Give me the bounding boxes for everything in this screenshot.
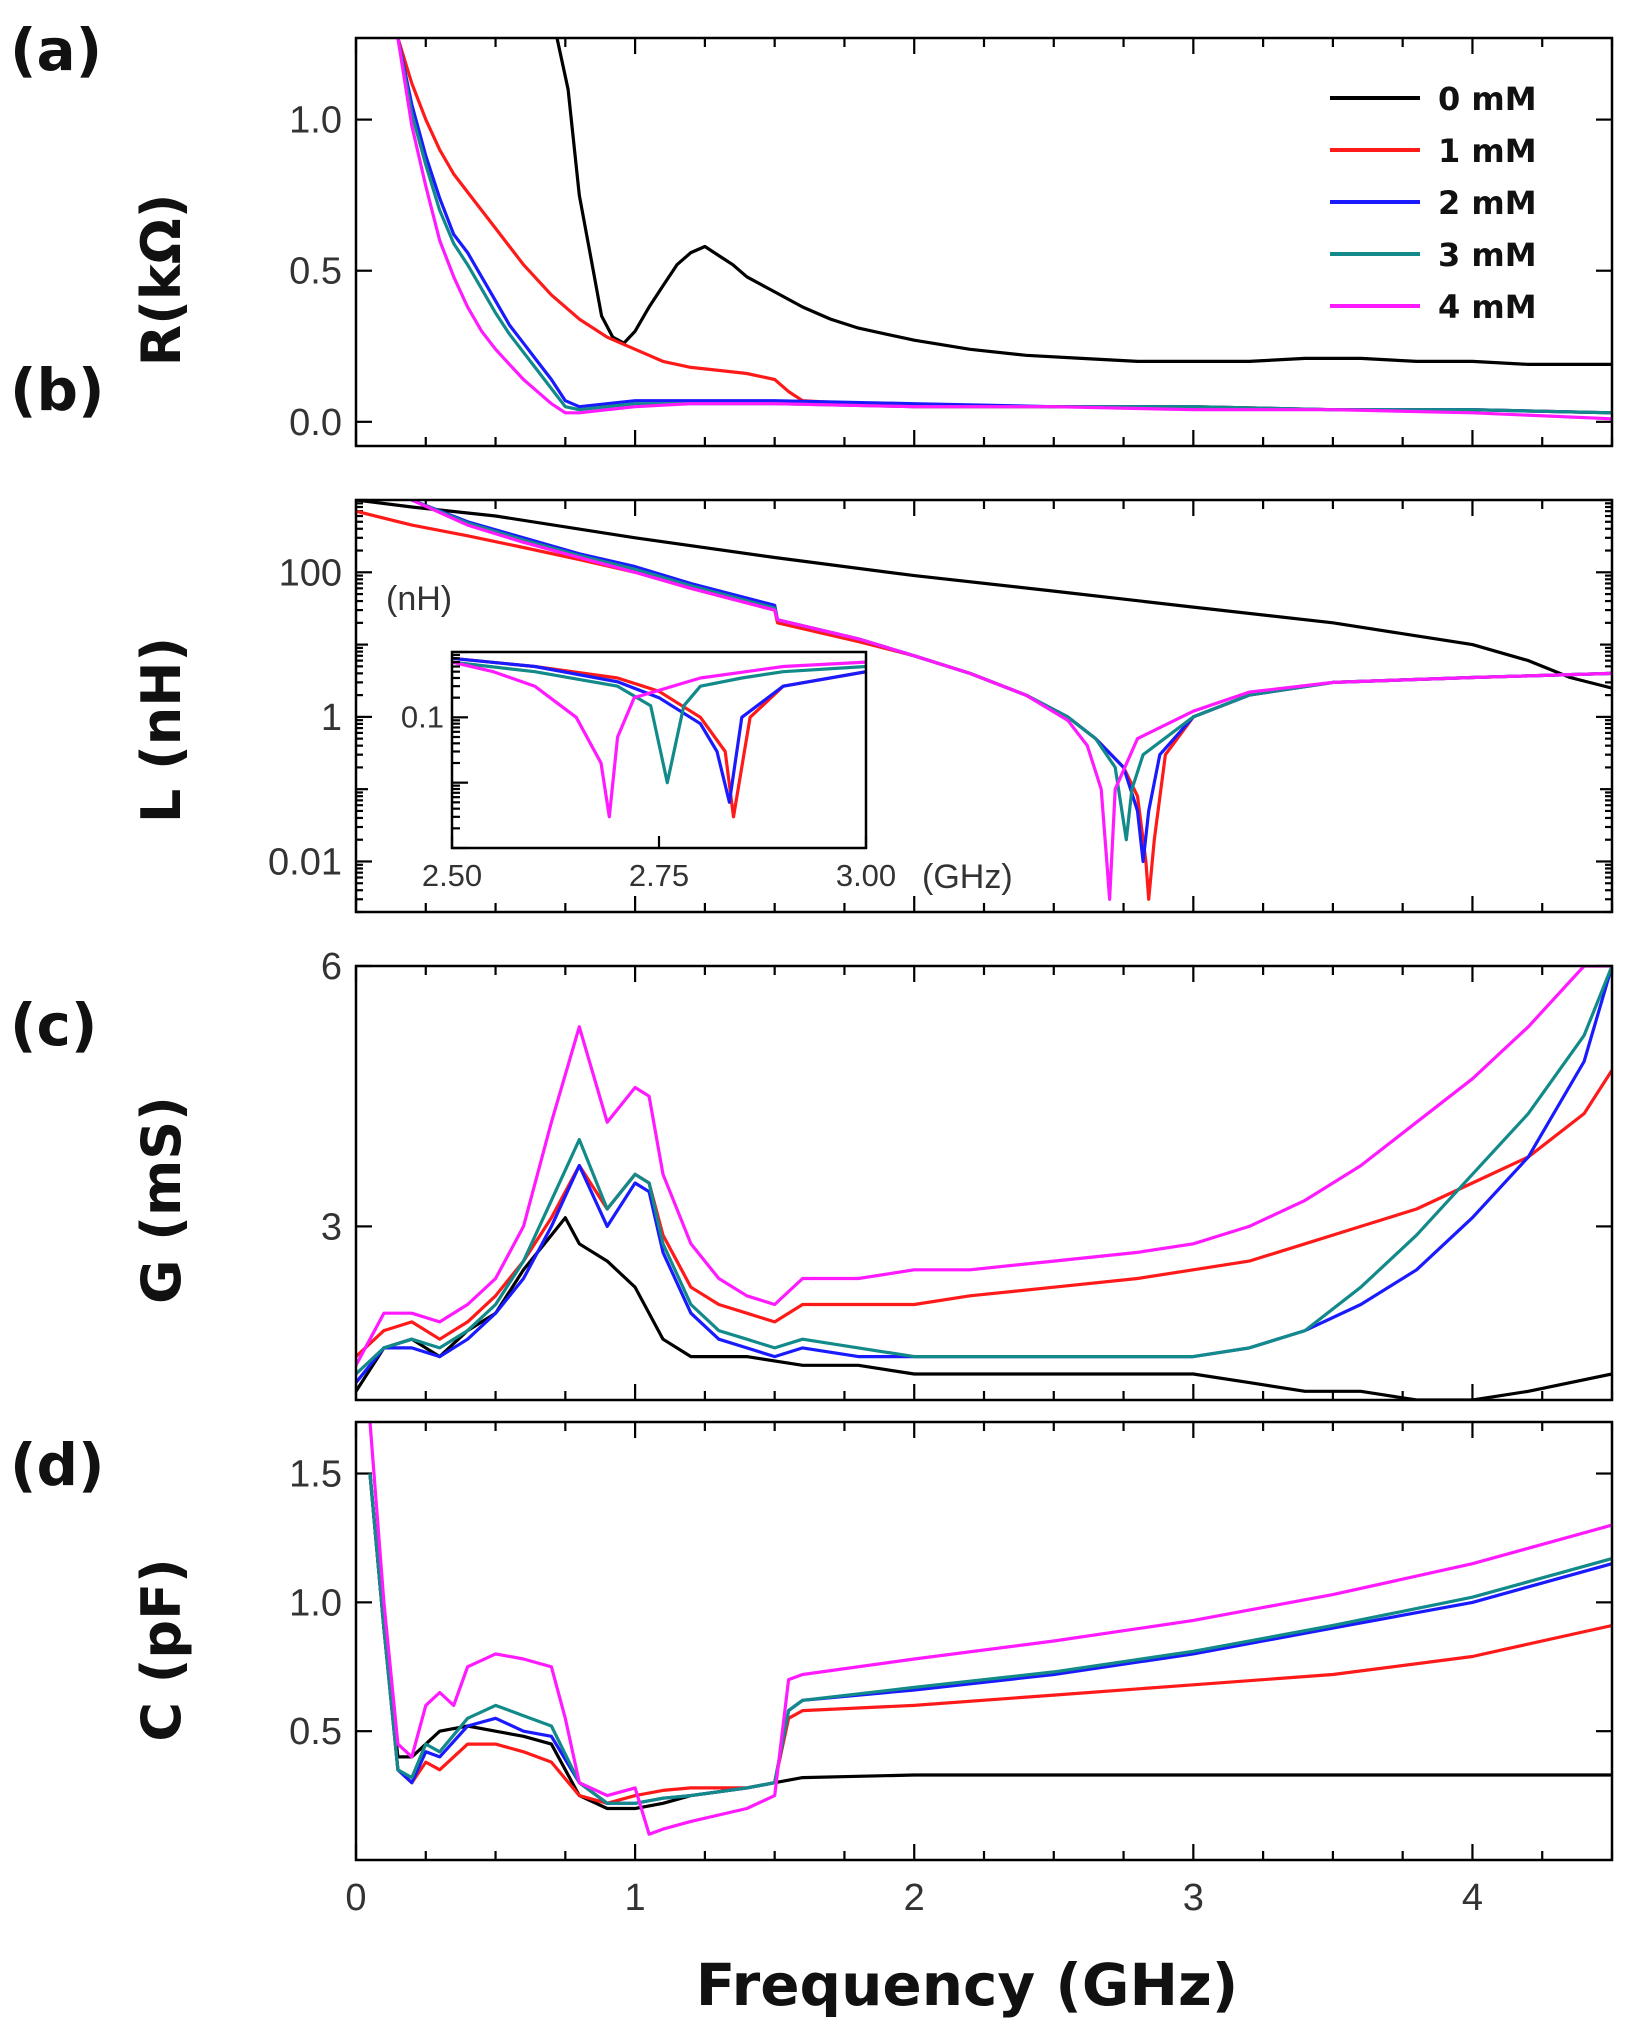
series-line-2-mM [356, 966, 1612, 1384]
legend-entry: 3 mM [1438, 236, 1537, 274]
series-line-0-mM [356, 500, 1612, 690]
inset-frame [450, 650, 868, 850]
y-tick-label: 6 [321, 946, 342, 988]
legend-entry: 0 mM [1438, 80, 1537, 118]
y-tick-label: 1 [321, 697, 342, 739]
series-line-2-mM [396, 38, 1612, 415]
series-line-4-mM [368, 1422, 1612, 1836]
series-line-3-mM [368, 1473, 1612, 1805]
y-tick-label: 1.0 [289, 1582, 342, 1624]
x-tick-label: 0 [345, 1877, 366, 1919]
series-line-1-mM [368, 1473, 1612, 1805]
series-line-4-mM [356, 966, 1612, 1367]
legend-entry: 2 mM [1438, 184, 1537, 222]
series-line-4-mM [411, 500, 1612, 901]
inset-y-tick-label: 0.1 [401, 699, 444, 734]
panel-label-c: (c) [10, 991, 97, 1059]
inset-x-tick-label: 2.75 [629, 858, 689, 893]
ylabel-d: C (pF) [130, 1558, 193, 1741]
x-tick-label: 4 [1462, 1877, 1483, 1919]
axis-frame [354, 36, 1614, 448]
x-tick-label: 1 [625, 1877, 646, 1919]
axis-frame [354, 1420, 1614, 1862]
series-line-4-mM [396, 38, 1612, 421]
series-line-0-mM [356, 1216, 1612, 1400]
y-tick-label: 3 [321, 1206, 342, 1248]
x-axis-label: Frequency (GHz) [696, 1951, 1239, 2019]
series-line-4-mM [452, 660, 866, 819]
y-tick-label: 0.0 [289, 402, 342, 444]
panel-label-d: (d) [10, 1431, 105, 1499]
ylabel-c: G (mS) [130, 1096, 193, 1304]
panel-label-b: (b) [10, 356, 105, 424]
y-tick-label: 0.5 [289, 251, 342, 293]
x-tick-label: 2 [904, 1877, 925, 1919]
ylabel-a: R(kΩ) [130, 194, 193, 367]
panel-3: 36 [321, 946, 1614, 1402]
y-tick-label: 0.01 [268, 841, 342, 883]
series-line-2-mM [452, 656, 866, 804]
axis-frame [354, 498, 1614, 914]
series-line-1-mM [452, 656, 866, 819]
inset-y-unit: (nH) [386, 580, 452, 618]
inset-x-tick-label: 3.00 [836, 858, 896, 893]
panel-2: 0.01 1 100 [268, 498, 1614, 914]
ylabel-b: L (nH) [130, 637, 193, 823]
series-line-0-mM [555, 38, 1612, 366]
legend-entry: 1 mM [1438, 132, 1537, 170]
series-line-1-mM [396, 38, 1612, 415]
series-line-3-mM [452, 660, 866, 785]
series-line-0-mM [368, 1473, 1612, 1811]
panel-label-a: (a) [10, 16, 102, 84]
panel-1: 0.0 0.5 1.0 [289, 36, 1614, 448]
series-line-3-mM [396, 38, 1612, 415]
y-tick-label: 1.5 [289, 1454, 342, 1496]
legend: 0 mM 1 mM 2 mM 3 mM 4 mM [1330, 80, 1537, 326]
inset: 2.50 2.75 3.00 0.1 (nH) (GHz) [386, 580, 1013, 896]
inset-x-unit: (GHz) [922, 858, 1013, 896]
panel-4: 0.5 1.0 1.5 [289, 1420, 1614, 1862]
legend-entry: 4 mM [1438, 288, 1537, 326]
x-tick-label: 3 [1183, 1877, 1204, 1919]
y-tick-label: 100 [279, 552, 342, 594]
series-line-3-mM [356, 966, 1612, 1376]
inset-x-tick-label: 2.50 [422, 858, 482, 893]
y-tick-label: 1.0 [289, 100, 342, 142]
series-line-1-mM [356, 1069, 1612, 1358]
axis-frame [354, 964, 1614, 1402]
y-tick-label: 0.5 [289, 1711, 342, 1753]
